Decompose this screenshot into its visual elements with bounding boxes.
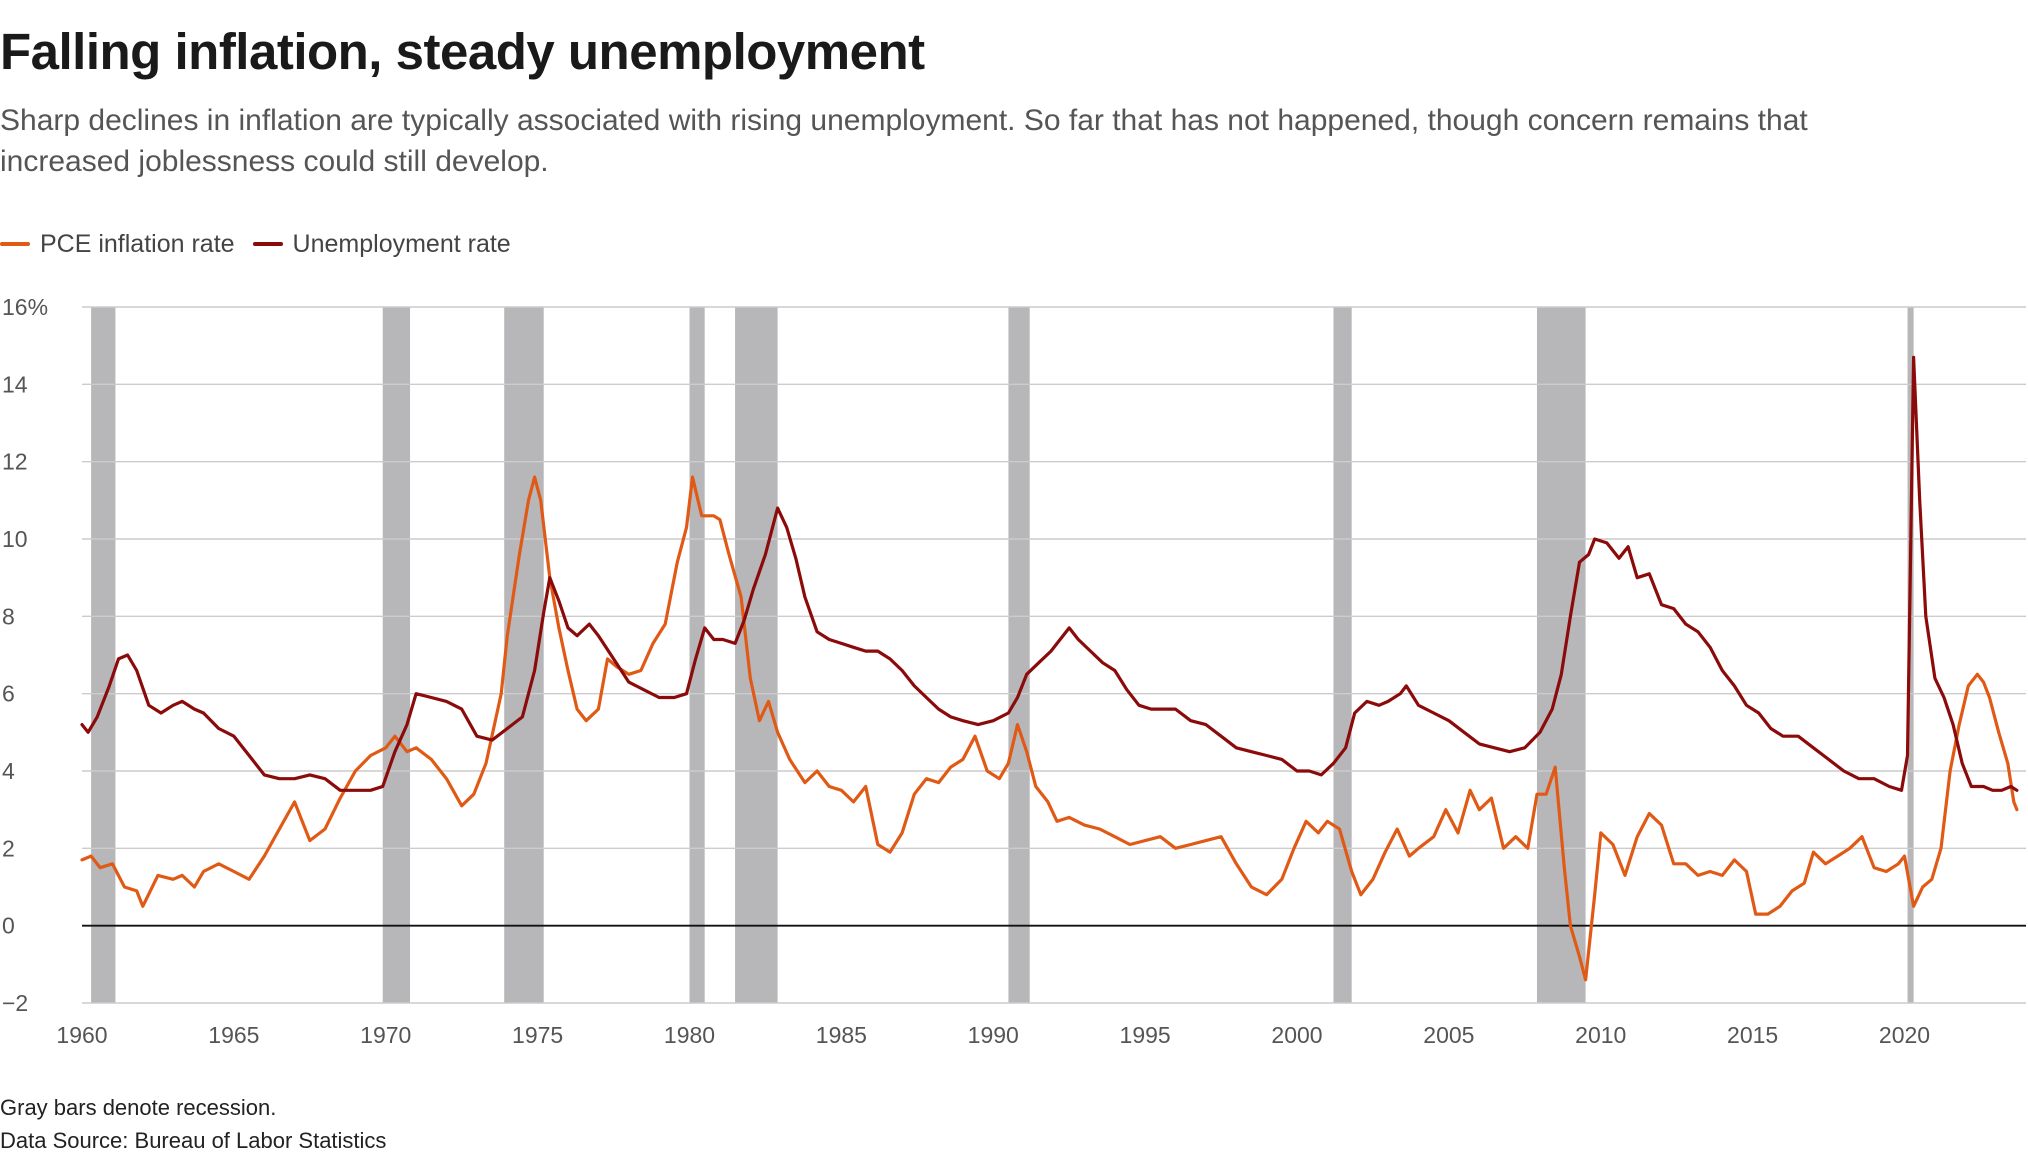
y-tick-label: 2 (2, 835, 15, 861)
x-tick-label: 2020 (1879, 1022, 1930, 1048)
y-axis-ticks: 16% 14 12 10 8 6 4 2 0 −2 (2, 294, 48, 1016)
line-chart: 16% 14 12 10 8 6 4 2 0 −2 1960 1965 1970 1975 1980 198… (2, 294, 2026, 1048)
chart-title: Falling inflation, steady unemployment (0, 23, 925, 80)
recession-bar-7 (1536, 307, 1586, 1003)
y-tick-label: 0 (2, 913, 15, 939)
x-axis-ticks: 1960 1965 1970 1975 1980 1985 1990 1995 2000 2005… (56, 1022, 1930, 1048)
x-tick-label: 1965 (208, 1022, 259, 1048)
y-tick-label: 10 (2, 526, 28, 552)
y-tick-label: 8 (2, 603, 15, 629)
series-line-unemployment (80, 355, 2019, 792)
y-tick-label: 14 (2, 371, 28, 397)
x-tick-label: 1995 (1120, 1022, 1171, 1048)
recession-bar-4 (735, 307, 778, 1003)
x-tick-label: 1985 (816, 1022, 867, 1048)
x-tick-label: 2005 (1423, 1022, 1474, 1048)
x-tick-label: 1970 (360, 1022, 411, 1048)
legend-item-unemployment: Unemployment rate (252, 229, 511, 259)
legend-label-unemployment: Unemployment rate (292, 229, 511, 258)
gridlines (82, 306, 2026, 1004)
chart-subtitle: Sharp declines in inflation are typicall… (0, 104, 1808, 178)
x-tick-label: 1980 (664, 1022, 715, 1048)
x-tick-label: 1975 (512, 1022, 563, 1048)
series-lines (80, 355, 2019, 982)
recession-bar-5 (1008, 307, 1030, 1003)
y-tick-label: −2 (2, 990, 28, 1016)
legend-swatch-unemployment (252, 242, 283, 246)
source-note: Data Source: Bureau of Labor Statistics (0, 1128, 387, 1153)
y-tick-label: 12 (2, 449, 28, 475)
legend-label-pce: PCE inflation rate (40, 229, 235, 258)
series-line-pce-inflation (80, 475, 2019, 982)
recession-note: Gray bars denote recession. (0, 1095, 277, 1120)
y-tick-label: 16% (2, 294, 48, 320)
legend-swatch-pce (0, 242, 30, 246)
recession-bar-0 (91, 307, 116, 1003)
x-tick-label: 2000 (1271, 1022, 1322, 1048)
legend: PCE inflation rate Unemployment rate (0, 226, 529, 262)
x-tick-label: 1990 (968, 1022, 1019, 1048)
legend-item-pce: PCE inflation rate (0, 230, 235, 259)
x-tick-label: 2010 (1575, 1022, 1626, 1048)
recession-bar-1 (382, 307, 411, 1003)
x-tick-label: 2015 (1727, 1022, 1778, 1048)
y-tick-label: 4 (2, 758, 15, 784)
recession-bars (91, 307, 1914, 1003)
y-tick-label: 6 (2, 681, 15, 707)
recession-bar-6 (1333, 307, 1352, 1003)
x-tick-label: 1960 (56, 1022, 107, 1048)
